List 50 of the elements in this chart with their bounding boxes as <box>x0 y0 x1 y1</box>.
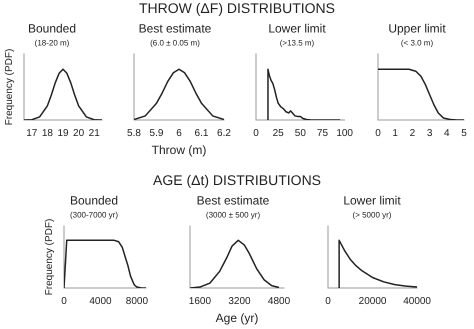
x-tick-label: 0 <box>253 128 260 139</box>
y-axis-title: Frequency (PDF) <box>4 48 15 126</box>
x-tick-label: 20000 <box>358 296 387 307</box>
chart-subtitle: (6.0 ± 0.05 m) <box>150 38 200 48</box>
x-tick-label: 40000 <box>403 296 432 307</box>
x-axis-title: Age (yr) <box>214 311 260 325</box>
x-tick-label: 5.9 <box>150 128 164 139</box>
x-tick-label: 1600 <box>188 296 212 307</box>
x-tick-label: 0 <box>375 128 382 139</box>
chart-title: Bounded <box>70 194 118 208</box>
x-tick-label: 5.8 <box>127 128 142 139</box>
chart-title: Lower limit <box>268 22 326 36</box>
x-tick-label: 4 <box>444 128 450 139</box>
x-tick-label: 17 <box>26 128 38 139</box>
x-tick-label: 4000 <box>89 296 112 307</box>
x-tick-label: 0 <box>325 296 332 307</box>
x-tick-label: 2 <box>410 128 416 139</box>
x-tick-label: 25 <box>272 128 284 139</box>
x-tick-label: 5 <box>461 128 468 139</box>
chart-subtitle: (< 3.0 m) <box>400 38 434 48</box>
x-tick-label: 50 <box>294 128 306 139</box>
chart-title: Best estimate <box>196 194 270 208</box>
chart-subtitle: (18-20 m) <box>34 38 70 48</box>
x-tick-label: 75 <box>316 128 328 139</box>
x-tick-label: 3 <box>426 128 433 139</box>
x-tick-label: 4800 <box>268 296 291 307</box>
x-tick-label: 3200 <box>228 296 252 307</box>
x-tick-label: 21 <box>88 128 100 139</box>
y-axis-title: Frequency (PDF) <box>44 218 55 296</box>
x-tick-label: 6.2 <box>217 128 232 139</box>
x-tick-label: 19 <box>57 128 69 139</box>
chart-title: Bounded <box>28 22 76 36</box>
chart-title: Best estimate <box>138 22 212 36</box>
chart-title: Lower limit <box>343 194 402 208</box>
chart-subtitle: (3000 ± 500 yr) <box>206 210 260 220</box>
x-tick-label: 18 <box>42 128 54 139</box>
chart-title: Upper limit <box>388 22 446 36</box>
x-tick-label: 0 <box>61 296 68 307</box>
x-tick-label: 6.1 <box>194 128 209 139</box>
x-tick-label: 8000 <box>126 296 148 307</box>
x-tick-label: 1 <box>392 128 398 139</box>
chart-subtitle: (> 5000 yr) <box>352 210 392 220</box>
x-axis-title: Throw (m) <box>150 143 208 157</box>
chart-subtitle: (>13.5 m) <box>280 38 315 48</box>
x-tick-label: 100 <box>336 128 354 139</box>
x-tick-label: 20 <box>73 128 85 139</box>
text: THROW (ΔF) DISTRIBUTIONS <box>138 0 336 16</box>
text: AGE (Δt) DISTRIBUTIONS <box>152 172 322 188</box>
chart-subtitle: (300-7000 yr) <box>70 210 118 220</box>
x-tick-label: 6 <box>176 128 182 139</box>
